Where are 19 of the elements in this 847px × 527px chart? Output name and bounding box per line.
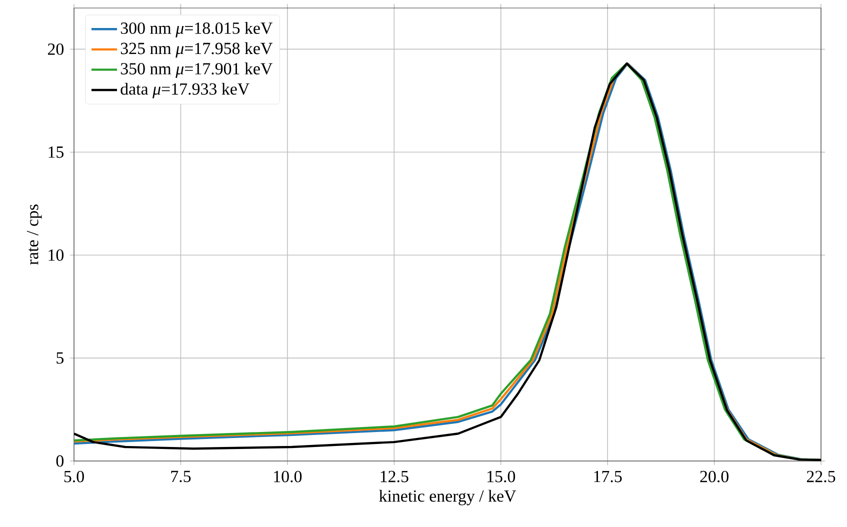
x-tick-label: 15.0 [488,470,516,482]
legend-label: 325 nm μ=17.958 keV [120,42,273,58]
x-tick-label: 7.5 [171,470,191,482]
x-axis-title: kinetic energy / keV [379,490,516,506]
x-tick-label: 22.5 [806,470,836,482]
x-tick-label: 17.5 [594,470,622,482]
y-tick-label: 5 [56,352,64,364]
x-tick-label: 20.0 [700,470,728,482]
legend-label: data μ=17.933 keV [120,82,250,98]
y-axis-title: rate / cps [26,204,42,265]
y-tick-label: 20 [48,43,64,55]
x-tick-label: 12.5 [380,470,408,482]
x-tick-label: 10.0 [274,470,302,482]
legend-label: 350 nm μ=17.901 keV [120,62,273,78]
y-tick-label: 10 [48,249,64,261]
y-tick-label: 0 [56,455,64,467]
legend-label: 300 nm μ=18.015 keV [120,22,273,38]
x-tick-label: 5.0 [64,470,84,482]
y-tick-label: 15 [48,146,64,158]
